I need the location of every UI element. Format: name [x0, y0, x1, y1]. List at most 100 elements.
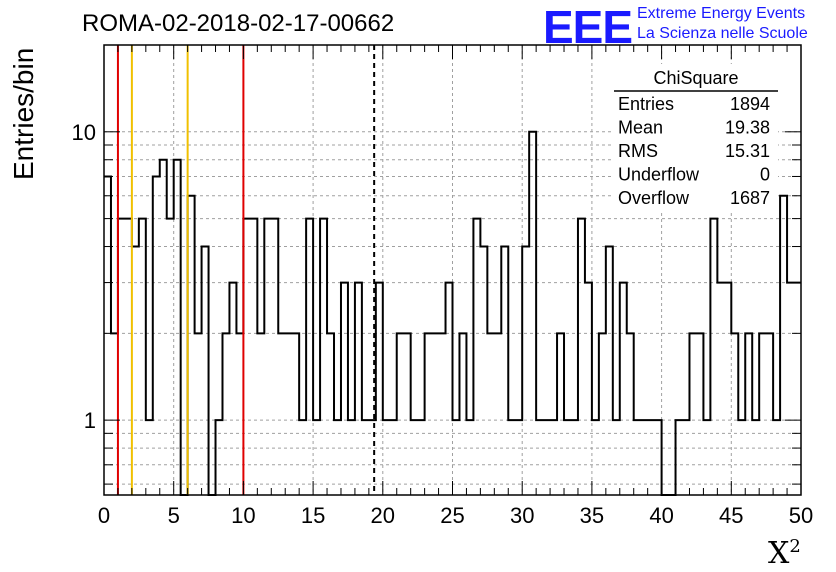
histogram-bin	[341, 283, 348, 495]
histogram-bin	[118, 219, 125, 495]
stats-value: 15.31	[725, 141, 770, 161]
histogram-bin	[446, 283, 453, 495]
histogram-bin	[689, 333, 696, 495]
chart-title: ROMA-02-2018-02-17-00662	[82, 10, 395, 37]
x-tick-label: 45	[719, 503, 743, 528]
histogram-bin	[794, 283, 801, 495]
histogram-bin	[348, 420, 355, 495]
x-tick-label: 15	[301, 503, 325, 528]
stats-label: Mean	[618, 118, 663, 138]
x-tick-label: 0	[98, 503, 110, 528]
histogram-bin	[202, 247, 209, 495]
x-tick-label: 25	[440, 503, 464, 528]
histogram-bin	[787, 283, 794, 495]
stats-label: Entries	[618, 94, 674, 114]
histogram-bin	[480, 247, 487, 495]
histogram-bin	[390, 420, 397, 495]
histogram-bin	[655, 420, 662, 495]
histogram-bin	[236, 333, 243, 495]
histogram-bin	[710, 219, 717, 495]
stats-label: Underflow	[618, 165, 700, 185]
histogram-bin	[557, 333, 564, 495]
histogram-bin	[188, 196, 195, 495]
histogram-bin	[327, 333, 334, 495]
histogram-bin	[278, 333, 285, 495]
histogram-bin	[404, 333, 411, 495]
histogram-bin	[592, 420, 599, 495]
y-tick-label: 1	[84, 408, 96, 433]
histogram-bin	[459, 333, 466, 495]
histogram-bin	[606, 247, 613, 495]
histogram-bin	[299, 420, 306, 495]
histogram-bin	[487, 333, 494, 495]
histogram-bin	[550, 420, 557, 495]
histogram-bin	[285, 333, 292, 495]
logo-line-1: Extreme Energy Events	[637, 5, 806, 22]
stats-label: RMS	[618, 141, 658, 161]
histogram-bin	[292, 333, 299, 495]
histogram-bin	[229, 283, 236, 495]
stats-label: Overflow	[618, 188, 690, 208]
x-tick-label: 30	[510, 503, 534, 528]
histogram-bin	[264, 219, 271, 495]
histogram-bin	[139, 219, 146, 495]
histogram-bin	[362, 420, 369, 495]
histogram-bin	[676, 420, 683, 495]
histogram-bin	[418, 420, 425, 495]
stats-value: 1894	[730, 94, 770, 114]
histogram-bin	[306, 219, 313, 495]
histogram-bin	[271, 219, 278, 495]
histogram-bin	[125, 219, 132, 495]
x-tick-label: 5	[168, 503, 180, 528]
x-tick-label: 20	[371, 503, 395, 528]
histogram-bin	[195, 333, 202, 495]
histogram-bin	[320, 219, 327, 495]
histogram-bin	[243, 219, 250, 495]
histogram-bin	[501, 247, 508, 495]
histogram-bin	[453, 420, 460, 495]
histogram-bin	[564, 420, 571, 495]
histogram-bin	[313, 420, 320, 495]
x-tick-label: 35	[580, 503, 604, 528]
histogram-bin	[146, 420, 153, 495]
histogram-bin	[473, 219, 480, 495]
histogram-bin	[599, 333, 606, 495]
histogram-bin	[738, 420, 745, 495]
histogram-bin	[536, 420, 543, 495]
histogram-bin	[641, 420, 648, 495]
x-tick-label: 50	[789, 503, 813, 528]
histogram-bin	[766, 333, 773, 495]
histogram-bin	[376, 283, 383, 495]
logo-line-2: La Scienza nelle Scuole	[637, 25, 808, 42]
histogram-bin	[508, 420, 515, 495]
histogram-bin	[585, 283, 592, 495]
histogram-bin	[132, 247, 139, 495]
x-tick-label: 10	[231, 503, 255, 528]
histogram-bin	[613, 420, 620, 495]
histogram-bin	[578, 219, 585, 495]
histogram-bin	[745, 333, 752, 495]
histogram-bin	[703, 420, 710, 495]
stats-value: 1687	[730, 188, 770, 208]
stats-title: ChiSquare	[653, 68, 738, 88]
histogram-bin	[369, 420, 376, 495]
histogram-bin	[529, 132, 536, 495]
histogram-bin	[515, 420, 522, 495]
histogram-bin	[731, 333, 738, 495]
histogram-bin	[683, 420, 690, 495]
histogram-bin	[780, 196, 787, 495]
x-axis-label-base: X	[768, 536, 790, 571]
histogram-bin	[724, 283, 731, 495]
histogram-bin	[752, 420, 759, 495]
histogram-bin	[696, 333, 703, 495]
histogram-bin	[773, 420, 780, 495]
histogram-bin	[571, 420, 578, 495]
histogram-bin	[257, 333, 264, 495]
histogram-bin	[104, 176, 111, 495]
histogram-bin	[634, 420, 641, 495]
histogram-bin	[160, 160, 167, 495]
stats-value: 19.38	[725, 118, 770, 138]
histogram-bin	[425, 333, 432, 495]
x-axis-label-sup: 2	[789, 536, 801, 557]
